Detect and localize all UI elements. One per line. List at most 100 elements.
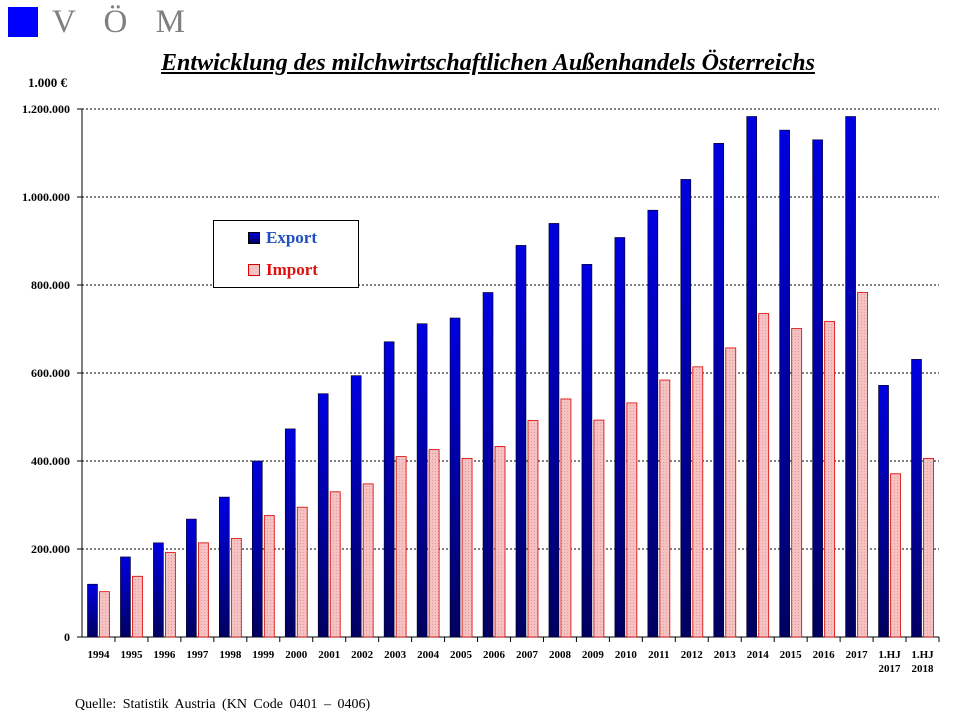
bar-import-1-HJ-2018 (923, 457, 934, 638)
x-tick-label: 2010 (615, 649, 638, 661)
bar-import-2013 (725, 347, 737, 638)
x-tick-label: 1996 (153, 649, 176, 661)
bar-export-2011 (647, 209, 659, 638)
legend-item-import: Import (248, 260, 318, 280)
bar-import-2017 (857, 292, 868, 638)
bar-import-2001 (329, 491, 341, 638)
y-axis-unit-label: 1.000 € (28, 75, 67, 90)
voem-logo: V Ö M (8, 4, 195, 40)
x-tick-label: 2000 (285, 649, 308, 661)
x-tick-label: 1994 (87, 649, 110, 661)
x-tick-label: 2005 (450, 649, 473, 661)
y-tick-label: 0 (64, 630, 70, 644)
x-tick-label: 1995 (120, 649, 143, 661)
x-tick-label: 2011 (648, 649, 669, 661)
x-tick-label: 2009 (582, 649, 605, 661)
legend-item-export: Export (248, 228, 317, 248)
x-tick-label: 2002 (351, 649, 374, 661)
x-tick-label: 1.HJ (878, 649, 901, 661)
legend-label-import: Import (266, 260, 318, 279)
bar-import-2014 (758, 313, 770, 638)
bar-import-1996 (165, 552, 176, 638)
y-tick-label: 1.200.000 (22, 102, 70, 116)
bar-import-2008 (560, 398, 572, 638)
x-tick-label: 2018 (912, 663, 935, 675)
bar-export-2003 (383, 341, 395, 638)
bar-export-2014 (746, 116, 758, 638)
logo-square-icon (8, 7, 38, 37)
bar-export-2012 (680, 179, 692, 638)
bar-export-2009 (581, 264, 593, 638)
bar-import-2002 (362, 483, 374, 638)
x-tick-label: 2008 (549, 649, 572, 661)
x-tick-label: 2003 (384, 649, 407, 661)
bar-export-1998 (219, 496, 230, 638)
bar-export-1997 (186, 518, 197, 638)
x-tick-label: 2016 (813, 649, 836, 661)
bar-import-2011 (659, 379, 671, 638)
x-tick-label: 1997 (186, 649, 209, 661)
legend-swatch-export (248, 232, 260, 244)
bar-export-2007 (515, 245, 527, 638)
x-tick-label: 2001 (318, 649, 340, 661)
logo-text: V Ö M (52, 4, 195, 40)
bar-import-2007 (527, 420, 539, 638)
y-tick-label: 400.000 (31, 454, 70, 468)
bar-export-1996 (153, 542, 164, 638)
x-tick-label: 2017 (879, 663, 902, 675)
bar-import-2004 (428, 449, 440, 638)
bar-export-1995 (120, 556, 131, 638)
y-tick-label: 800.000 (31, 278, 70, 292)
bar-export-2006 (482, 292, 494, 638)
bar-import-2000 (296, 506, 308, 638)
x-tick-label: 1998 (219, 649, 242, 661)
x-tick-label: 2007 (516, 649, 539, 661)
bar-export-2001 (317, 393, 329, 638)
bar-import-2015 (791, 328, 803, 638)
x-tick-label: 2012 (681, 649, 704, 661)
x-tick-label: 2015 (780, 649, 803, 661)
y-tick-label: 200.000 (31, 542, 70, 556)
bar-export-2013 (713, 143, 725, 638)
bar-import-2012 (692, 366, 704, 638)
bar-import-2009 (593, 419, 605, 638)
bar-import-1995 (132, 575, 143, 638)
bar-import-2005 (461, 457, 473, 638)
bar-export-2016 (812, 139, 823, 638)
bar-export-2017 (845, 116, 856, 638)
legend-label-export: Export (266, 228, 317, 247)
bar-export-2002 (350, 375, 362, 638)
source-note: Quelle: Statistik Austria (KN Code 0401 … (75, 697, 371, 712)
x-tick-label: 2013 (714, 649, 737, 661)
legend-swatch-import (248, 264, 260, 276)
bar-export-1994 (87, 583, 98, 638)
bar-import-1997 (197, 542, 209, 638)
bar-export-2000 (284, 428, 296, 638)
bar-import-1998 (230, 538, 242, 638)
bar-import-2006 (494, 446, 506, 638)
x-tick-label: 1999 (252, 649, 275, 661)
bar-import-2010 (626, 402, 638, 638)
bar-import-1999 (263, 515, 275, 638)
x-tick-label: 1.HJ (911, 649, 934, 661)
y-tick-label: 600.000 (31, 366, 70, 380)
x-tick-label: 2017 (846, 649, 869, 661)
bar-import-2003 (395, 456, 407, 638)
bar-export-1-HJ-2018 (911, 359, 922, 638)
bar-export-1999 (251, 460, 263, 638)
x-tick-label: 2006 (483, 649, 506, 661)
bar-import-2016 (824, 321, 836, 638)
bar-export-2005 (449, 317, 461, 638)
bar-import-1-HJ-2017 (890, 473, 901, 638)
y-tick-label: 1.000.000 (22, 190, 70, 204)
bar-import-1994 (99, 591, 110, 638)
chart-title: Entwicklung des milchwirtschaftlichen Au… (161, 50, 815, 76)
x-tick-label: 2014 (747, 649, 770, 661)
bar-export-2010 (614, 237, 626, 638)
bar-export-2015 (779, 129, 790, 638)
bar-export-2004 (416, 323, 428, 638)
x-tick-label: 2004 (417, 649, 440, 661)
bar-export-1-HJ-2017 (878, 385, 889, 638)
bar-export-2008 (548, 223, 560, 638)
